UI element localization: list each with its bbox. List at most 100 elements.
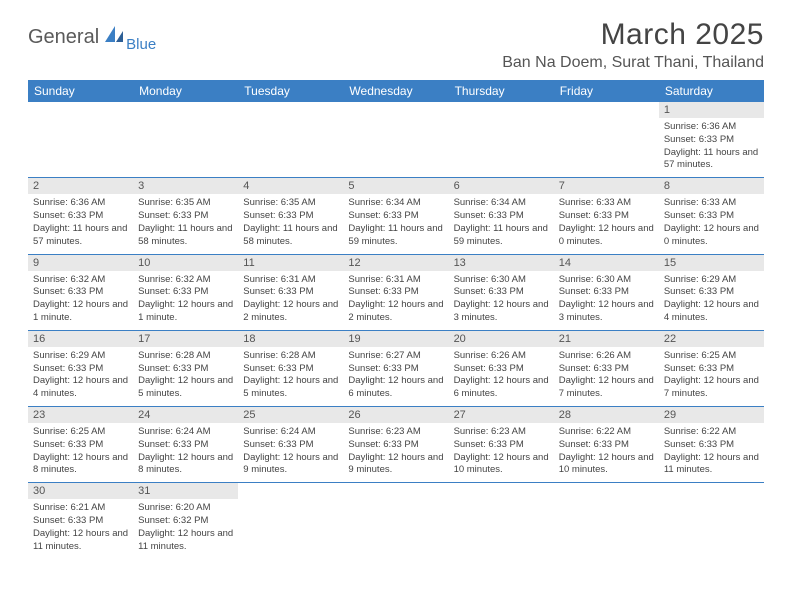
day-cell: 9 Sunrise: 6:32 AMSunset: 6:33 PMDaylight… (28, 255, 133, 330)
day-number: 2 (28, 178, 133, 194)
logo-main-text: General (28, 26, 99, 49)
day-number: 17 (133, 331, 238, 347)
sunrise-text: Sunrise: 6:27 AM (348, 350, 443, 363)
sunrise-text: Sunrise: 6:20 AM (138, 502, 233, 515)
daylight-text: Daylight: 12 hours and 11 minutes. (664, 452, 759, 478)
sunset-text: Sunset: 6:33 PM (664, 363, 759, 376)
day-cell: 14Sunrise: 6:30 AMSunset: 6:33 PMDayligh… (554, 255, 659, 330)
daylight-text: Daylight: 11 hours and 59 minutes. (348, 223, 443, 249)
sail-icon (103, 24, 125, 49)
daylight-text: Daylight: 12 hours and 8 minutes. (33, 452, 128, 478)
daylight-text: Daylight: 12 hours and 1 minute. (33, 299, 128, 325)
sunrise-text: Sunrise: 6:30 AM (559, 274, 654, 287)
day-content: Sunrise: 6:23 AMSunset: 6:33 PMDaylight:… (449, 423, 554, 482)
daylight-text: Daylight: 12 hours and 10 minutes. (559, 452, 654, 478)
sunset-text: Sunset: 6:33 PM (559, 210, 654, 223)
sunrise-text: Sunrise: 6:35 AM (243, 197, 338, 210)
sunrise-text: Sunrise: 6:32 AM (33, 274, 128, 287)
logo-sub-text: Blue (126, 36, 156, 53)
sunset-text: Sunset: 6:33 PM (33, 363, 128, 376)
day-content: Sunrise: 6:26 AMSunset: 6:33 PMDaylight:… (449, 347, 554, 406)
day-cell: 11Sunrise: 6:31 AMSunset: 6:33 PMDayligh… (238, 255, 343, 330)
daylight-text: Daylight: 12 hours and 5 minutes. (138, 375, 233, 401)
day-content: Sunrise: 6:29 AMSunset: 6:33 PMDaylight:… (28, 347, 133, 406)
daylight-text: Daylight: 12 hours and 4 minutes. (33, 375, 128, 401)
day-cell: 12 Sunrise: 6:31 AMSunset: 6:33 PMDayligh… (343, 255, 448, 330)
sunrise-text: Sunrise: 6:29 AM (33, 350, 128, 363)
daylight-text: Daylight: 12 hours and 10 minutes. (454, 452, 549, 478)
calendar: SundayMondayTuesdayWednesdayThursdayFrid… (28, 80, 764, 559)
sunset-text: Sunset: 6:33 PM (559, 439, 654, 452)
day-number: 22 (659, 331, 764, 347)
day-cell: 3Sunrise: 6:35 AMSunset: 6:33 PMDaylight… (133, 178, 238, 253)
day-number: 18 (238, 331, 343, 347)
week-row: 30Sunrise: 6:21 AMSunset: 6:33 PMDayligh… (28, 483, 764, 558)
day-content: Sunrise: 6:21 AMSunset: 6:33 PMDaylight:… (28, 499, 133, 558)
sunset-text: Sunset: 6:33 PM (664, 134, 759, 147)
day-content: Sunrise: 6:33 AMSunset: 6:33 PMDaylight:… (659, 194, 764, 253)
sunset-text: Sunset: 6:33 PM (243, 363, 338, 376)
sunrise-text: Sunrise: 6:32 AM (138, 274, 233, 287)
day-number: 25 (238, 407, 343, 423)
sunset-text: Sunset: 6:33 PM (138, 210, 233, 223)
day-number: 5 (343, 178, 448, 194)
daylight-text: Daylight: 12 hours and 5 minutes. (243, 375, 338, 401)
day-cell: 10Sunrise: 6:32 AMSunset: 6:33 PMDayligh… (133, 255, 238, 330)
sunrise-text: Sunrise: 6:36 AM (33, 197, 128, 210)
weekday-header-row: SundayMondayTuesdayWednesdayThursdayFrid… (28, 80, 764, 102)
day-number: 28 (554, 407, 659, 423)
daylight-text: Daylight: 12 hours and 2 minutes. (348, 299, 443, 325)
sunset-text: Sunset: 6:33 PM (243, 439, 338, 452)
day-number: 20 (449, 331, 554, 347)
day-content: Sunrise: 6:28 AMSunset: 6:33 PMDaylight:… (238, 347, 343, 406)
day-cell (343, 483, 448, 558)
sunrise-text: Sunrise: 6:29 AM (664, 274, 759, 287)
day-cell (238, 102, 343, 177)
day-number: 29 (659, 407, 764, 423)
sunrise-text: Sunrise: 6:26 AM (559, 350, 654, 363)
day-number: 12 (343, 255, 448, 271)
day-cell (28, 102, 133, 177)
week-row: 16Sunrise: 6:29 AMSunset: 6:33 PMDayligh… (28, 331, 764, 407)
day-number: 23 (28, 407, 133, 423)
sunrise-text: Sunrise: 6:23 AM (348, 426, 443, 439)
day-cell: 28Sunrise: 6:22 AMSunset: 6:33 PMDayligh… (554, 407, 659, 482)
day-cell (554, 102, 659, 177)
sunset-text: Sunset: 6:33 PM (243, 286, 338, 299)
weekday-header: Sunday (28, 80, 133, 102)
day-content: Sunrise: 6:22 AMSunset: 6:33 PMDaylight:… (659, 423, 764, 482)
daylight-text: Daylight: 12 hours and 11 minutes. (33, 528, 128, 554)
sunset-text: Sunset: 6:33 PM (348, 210, 443, 223)
weekday-header: Saturday (659, 80, 764, 102)
week-row: 1Sunrise: 6:36 AMSunset: 6:33 PMDaylight… (28, 102, 764, 178)
day-cell: 2Sunrise: 6:36 AMSunset: 6:33 PMDaylight… (28, 178, 133, 253)
sunset-text: Sunset: 6:33 PM (664, 286, 759, 299)
daylight-text: Daylight: 12 hours and 3 minutes. (559, 299, 654, 325)
sunrise-text: Sunrise: 6:33 AM (664, 197, 759, 210)
weekday-header: Wednesday (343, 80, 448, 102)
week-row: 2Sunrise: 6:36 AMSunset: 6:33 PMDaylight… (28, 178, 764, 254)
sunrise-text: Sunrise: 6:22 AM (664, 426, 759, 439)
month-title: March 2025 (502, 18, 764, 52)
day-number: 1 (659, 102, 764, 118)
day-number: 9 (28, 255, 133, 271)
day-cell (449, 102, 554, 177)
day-number: 16 (28, 331, 133, 347)
day-cell: 22Sunrise: 6:25 AMSunset: 6:33 PMDayligh… (659, 331, 764, 406)
day-number: 13 (449, 255, 554, 271)
day-cell: 1Sunrise: 6:36 AMSunset: 6:33 PMDaylight… (659, 102, 764, 177)
sunset-text: Sunset: 6:33 PM (138, 363, 233, 376)
daylight-text: Daylight: 12 hours and 0 minutes. (664, 223, 759, 249)
day-content: Sunrise: 6:25 AMSunset: 6:33 PMDaylight:… (659, 347, 764, 406)
sunset-text: Sunset: 6:33 PM (243, 210, 338, 223)
sunset-text: Sunset: 6:33 PM (559, 363, 654, 376)
sunrise-text: Sunrise: 6:31 AM (348, 274, 443, 287)
day-cell (343, 102, 448, 177)
sunset-text: Sunset: 6:33 PM (348, 286, 443, 299)
sunset-text: Sunset: 6:33 PM (348, 439, 443, 452)
sunset-text: Sunset: 6:33 PM (33, 286, 128, 299)
sunset-text: Sunset: 6:33 PM (454, 286, 549, 299)
day-cell: 15Sunrise: 6:29 AMSunset: 6:33 PMDayligh… (659, 255, 764, 330)
day-content: Sunrise: 6:20 AMSunset: 6:32 PMDaylight:… (133, 499, 238, 558)
sunset-text: Sunset: 6:33 PM (33, 210, 128, 223)
